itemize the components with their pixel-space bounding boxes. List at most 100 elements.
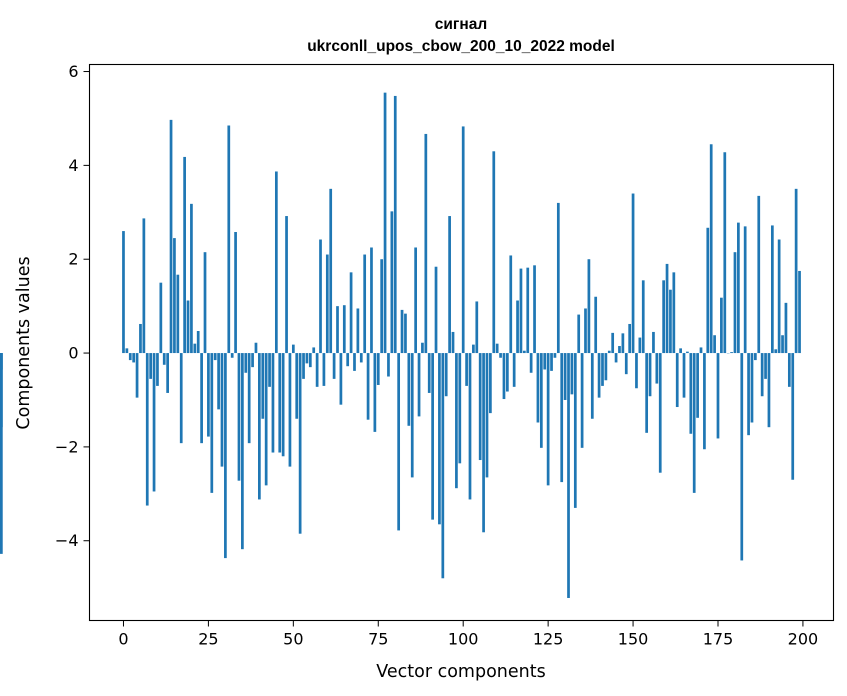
bar (777, 239, 781, 354)
bar (550, 353, 553, 371)
bar (190, 203, 193, 354)
bar (502, 353, 506, 400)
bar (128, 353, 132, 361)
bar (573, 353, 577, 508)
y-tick-label: 6 (68, 62, 78, 81)
bar (373, 353, 377, 432)
bar (302, 353, 305, 379)
bar (0, 353, 3, 370)
bar (322, 353, 326, 386)
bar (533, 265, 536, 354)
bar (652, 331, 655, 354)
bar (509, 255, 513, 354)
bar (716, 353, 720, 439)
bar (346, 353, 350, 367)
bar (329, 188, 333, 354)
y-tick-label: 0 (68, 344, 78, 363)
bar (536, 353, 540, 423)
bar (506, 353, 509, 392)
bar (237, 353, 241, 481)
bar (451, 331, 455, 354)
bar (754, 353, 757, 361)
bar (295, 353, 299, 419)
bar (767, 353, 771, 428)
bar (770, 225, 774, 354)
bar (217, 353, 220, 410)
bar (325, 254, 329, 354)
bar (723, 152, 727, 354)
bar (298, 353, 302, 534)
bar (305, 353, 309, 364)
bar (431, 353, 434, 520)
bar (638, 337, 642, 354)
bar (400, 309, 404, 354)
bar (672, 272, 676, 354)
bar (376, 353, 380, 385)
bar (713, 335, 716, 354)
bar (261, 353, 265, 419)
bar (465, 353, 468, 386)
bar (132, 353, 136, 363)
bar (618, 346, 621, 354)
bar (489, 353, 492, 414)
bar (291, 344, 295, 354)
bar (492, 151, 496, 354)
bar (407, 353, 411, 426)
bar (319, 239, 322, 354)
x-axis: 0 25 50 75 100 125 150 175 200 (118, 620, 818, 649)
bar (397, 353, 401, 531)
bars-group (0, 92, 801, 598)
bar (444, 353, 448, 397)
bar (519, 268, 523, 354)
bar (604, 353, 608, 381)
bar (179, 353, 183, 444)
bar (628, 323, 632, 354)
bar (791, 353, 795, 480)
x-tick-label: 100 (448, 630, 479, 649)
bar (682, 353, 686, 398)
y-axis-label: Components values (14, 256, 34, 429)
bar (730, 352, 733, 354)
bar (611, 332, 615, 354)
bar (760, 353, 764, 397)
bar (587, 259, 591, 354)
bar (461, 126, 465, 354)
bar (390, 211, 394, 354)
bar (696, 353, 699, 418)
bar (655, 353, 659, 384)
bar (475, 301, 479, 354)
bar (601, 353, 604, 386)
bar (720, 297, 723, 354)
bar (750, 353, 754, 423)
bar (308, 353, 312, 368)
bar (543, 353, 547, 370)
y-tick-label: −2 (55, 437, 79, 456)
x-axis-label: Vector components (376, 662, 545, 682)
bar (281, 353, 285, 457)
bar (278, 353, 282, 453)
bar (597, 353, 601, 398)
bar (251, 353, 254, 368)
bar (635, 353, 638, 389)
bar (757, 195, 761, 354)
bar (288, 353, 292, 467)
bar (203, 252, 207, 354)
bar (271, 353, 275, 453)
bar (393, 95, 397, 354)
bar (370, 247, 373, 354)
bar (353, 353, 356, 371)
bar (258, 353, 261, 500)
bar (427, 353, 431, 393)
bar (631, 193, 635, 354)
x-tick-label: 150 (618, 630, 649, 649)
bar (145, 353, 149, 506)
bar (743, 226, 747, 354)
bar (176, 274, 180, 354)
bar (244, 353, 248, 373)
x-tick-label: 125 (533, 630, 564, 649)
bar (366, 353, 370, 420)
bar (125, 348, 129, 354)
bar (359, 353, 363, 363)
bar (363, 254, 367, 354)
bar (210, 353, 214, 493)
